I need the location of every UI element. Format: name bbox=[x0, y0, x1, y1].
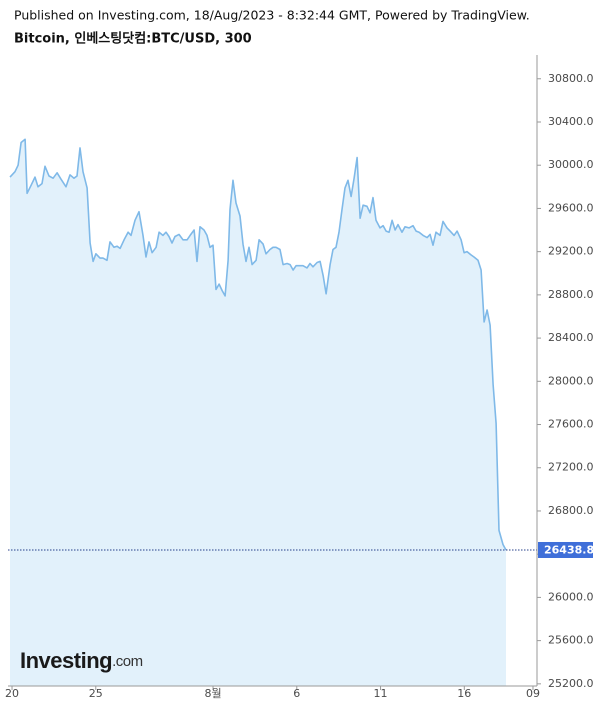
y-tick-label: 27600.0 bbox=[548, 418, 594, 431]
y-axis: 25200.025600.026000.026400.026800.027200… bbox=[537, 72, 594, 690]
y-tick-label: 27200.0 bbox=[548, 461, 594, 474]
y-tick-label: 28000.0 bbox=[548, 374, 594, 387]
y-tick-label: 26000.0 bbox=[548, 590, 594, 603]
y-tick-label: 29200.0 bbox=[548, 245, 594, 258]
x-tick-label: 09 bbox=[526, 687, 540, 700]
y-tick-label: 25600.0 bbox=[548, 634, 594, 647]
y-tick-label: 30400.0 bbox=[548, 115, 594, 128]
y-tick-label: 28800.0 bbox=[548, 288, 594, 301]
y-tick-label: 26800.0 bbox=[548, 504, 594, 517]
y-tick-label: 25200.0 bbox=[548, 677, 594, 690]
source-line: Published on Investing.com, 18/Aug/2023 … bbox=[14, 8, 530, 23]
x-tick-label: 11 bbox=[374, 687, 388, 700]
last-price-box bbox=[538, 541, 593, 558]
area-fill bbox=[10, 139, 507, 687]
x-tick-label: 8월 bbox=[204, 687, 221, 700]
watermark-main: Investing bbox=[20, 648, 112, 673]
x-tick-label: 25 bbox=[89, 687, 103, 700]
plot-area bbox=[8, 138, 537, 687]
y-tick-label: 30000.0 bbox=[548, 158, 594, 171]
x-tick-label: 20 bbox=[5, 687, 19, 700]
x-tick-label: 6 bbox=[293, 687, 300, 700]
y-tick-label: 30800.0 bbox=[548, 72, 594, 85]
y-tick-label: 28400.0 bbox=[548, 331, 594, 344]
y-tick-label: 29600.0 bbox=[548, 201, 594, 214]
price-line bbox=[9, 138, 507, 551]
x-tick-label: 16 bbox=[457, 687, 471, 700]
watermark-logo: Investing.com bbox=[20, 648, 143, 673]
last-price-label: 26438.8 bbox=[544, 543, 594, 556]
chart-title: Bitcoin, 인베스팅닷컴:BTC/USD, 300 bbox=[14, 31, 252, 47]
watermark-suffix: .com bbox=[112, 653, 143, 670]
